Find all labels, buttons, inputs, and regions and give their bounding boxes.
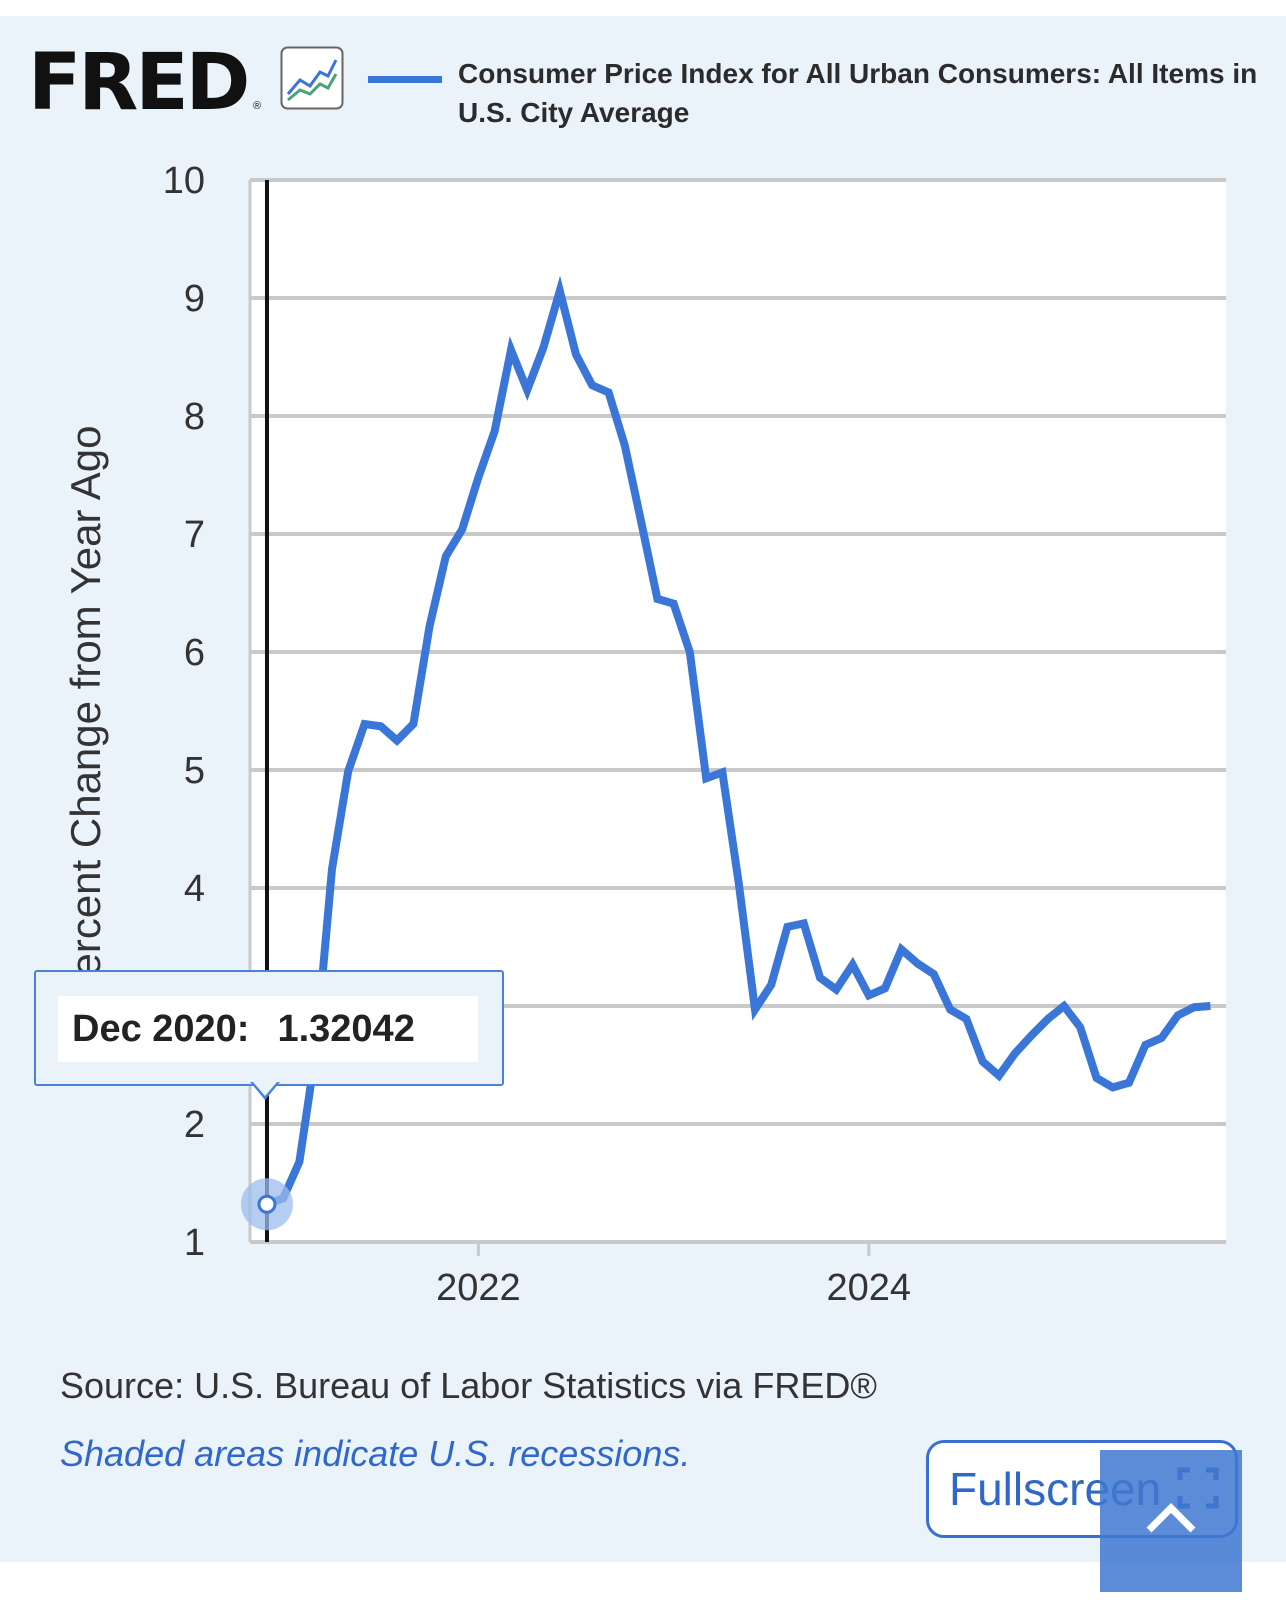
- chart-line-icon: [280, 46, 344, 110]
- fred-logo-mark: ®: [253, 100, 262, 112]
- legend-entry[interactable]: Consumer Price Index for All Urban Consu…: [458, 58, 1258, 128]
- recession-note: Shaded areas indicate U.S. recessions.: [60, 1433, 691, 1474]
- tooltip-value: 1.32042: [277, 1008, 415, 1050]
- y-tick-label: 4: [184, 868, 205, 910]
- y-axis-label: Percent Change from Year Ago: [62, 425, 109, 1004]
- x-tick-label: 2022: [436, 1267, 521, 1309]
- y-tick-label: 10: [163, 160, 205, 202]
- hover-point: [257, 1194, 277, 1214]
- chevron-up-icon: [1146, 1503, 1196, 1533]
- y-tick-label: 9: [184, 278, 205, 320]
- source-note: Source: U.S. Bureau of Labor Statistics …: [60, 1365, 877, 1406]
- y-tick-label: 1: [184, 1222, 205, 1264]
- y-tick-label: 8: [184, 396, 205, 438]
- scroll-top-button[interactable]: [1100, 1450, 1242, 1592]
- y-tick-label: 7: [184, 514, 205, 556]
- y-tick-label: 6: [184, 632, 205, 674]
- fred-logo[interactable]: FRED: [28, 38, 250, 128]
- legend-swatch: [368, 76, 442, 83]
- tooltip: [34, 970, 504, 1086]
- tooltip-date: Dec 2020:: [72, 1008, 250, 1050]
- tooltip-text: Dec 2020: 1.32042: [72, 1006, 415, 1052]
- x-tick-label: 2024: [827, 1267, 912, 1309]
- cpi-series-line: [265, 275, 1211, 1208]
- y-tick-label: 5: [184, 750, 205, 792]
- y-tick-label: 2: [184, 1104, 205, 1146]
